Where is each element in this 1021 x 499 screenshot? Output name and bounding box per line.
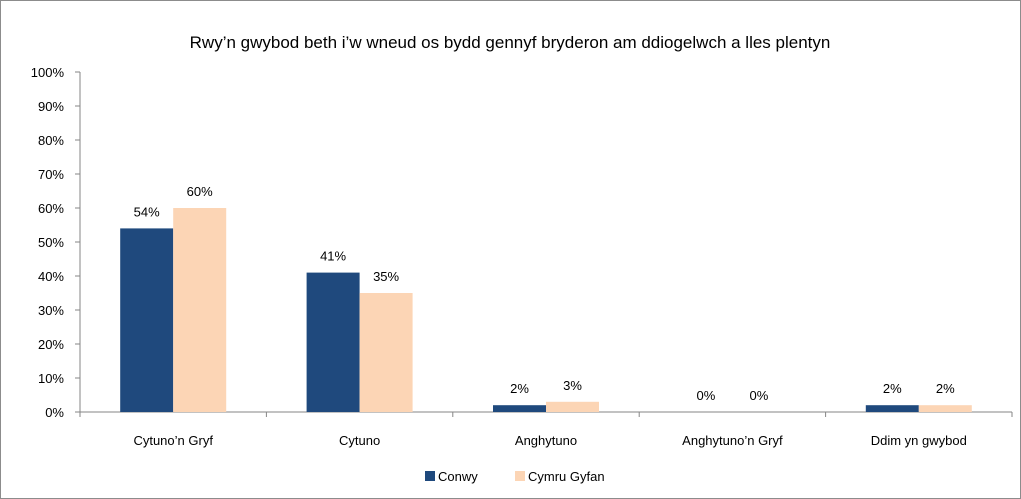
- bar: [918, 405, 972, 412]
- data-label: 2%: [883, 381, 902, 396]
- y-tick-label: 40%: [38, 269, 64, 284]
- bar: [359, 293, 413, 412]
- x-category-label: Cytuno: [339, 433, 380, 448]
- x-category-label: Ddim yn gwybod: [871, 433, 967, 448]
- data-label: 0%: [750, 388, 769, 403]
- bar: [173, 208, 227, 412]
- legend-swatch: [515, 471, 525, 481]
- bars: 54% 41% 2% 0% 2% 60% 35% 3% 0% 2%: [120, 184, 972, 412]
- data-label: 0%: [697, 388, 716, 403]
- bar: [120, 228, 174, 412]
- x-axis: Cytuno’n Gryf Cytuno Anghytuno Anghytuno’n …: [79, 411, 1013, 448]
- legend-label: Conwy: [438, 469, 478, 484]
- y-tick-label: 80%: [38, 133, 64, 148]
- bar: [546, 401, 599, 412]
- y-tick-label: 20%: [38, 337, 64, 352]
- x-category-label: Cytuno’n Gryf: [133, 433, 213, 448]
- y-tick-label: 0%: [45, 405, 64, 420]
- y-tick-label: 30%: [38, 303, 64, 318]
- bar: [306, 272, 360, 412]
- data-label: 2%: [936, 381, 955, 396]
- x-category-label: Anghytuno’n Gryf: [682, 433, 783, 448]
- legend: Conwy Cymru Gyfan: [425, 469, 605, 484]
- data-label: 35%: [373, 269, 399, 284]
- y-tick-label: 100%: [31, 65, 65, 80]
- data-label: 3%: [563, 378, 582, 393]
- y-tick-label: 50%: [38, 235, 64, 250]
- legend-swatch: [425, 471, 435, 481]
- y-tick-label: 70%: [38, 167, 64, 182]
- legend-label: Cymru Gyfan: [528, 469, 605, 484]
- y-tick-label: 90%: [38, 99, 64, 114]
- bar: [493, 405, 546, 412]
- y-axis: 0% 10% 20% 30% 40% 50% 60% 70% 80% 90% 100%: [31, 65, 81, 420]
- data-label: 2%: [510, 381, 529, 396]
- x-category-label: Anghytuno: [515, 433, 577, 448]
- data-label: 60%: [187, 184, 213, 199]
- chart-title: Rwy’n gwybod beth i’w wneud os bydd genn…: [190, 33, 831, 52]
- data-label: 54%: [134, 204, 160, 219]
- bar: [865, 405, 919, 412]
- y-tick-label: 10%: [38, 371, 64, 386]
- y-tick-label: 60%: [38, 201, 64, 216]
- data-label: 41%: [320, 249, 346, 264]
